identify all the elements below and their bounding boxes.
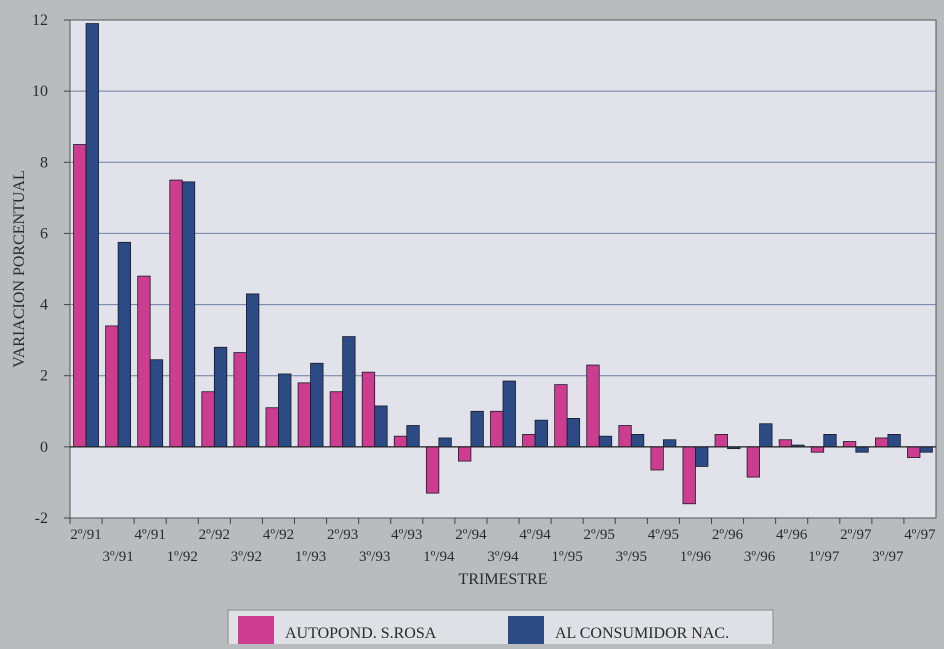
bar-autopond (201, 391, 215, 448)
y-tick-label: 2 (40, 368, 48, 385)
bar-consumidor (823, 434, 837, 448)
bar-autopond (650, 446, 664, 471)
x-tick-label: 2º/93 (327, 527, 358, 543)
x-tick-label: 2º/92 (199, 527, 230, 543)
legend-swatch-autopond (238, 616, 274, 644)
bar-consumidor (117, 241, 132, 448)
x-tick-label: 3º/97 (872, 549, 904, 565)
x-tick-label: 1º/96 (680, 549, 712, 565)
bar-autopond (778, 439, 793, 448)
bar-autopond (842, 441, 857, 448)
bar-consumidor (855, 446, 869, 453)
bar-consumidor (534, 419, 548, 448)
x-tick-label: 3º/91 (102, 549, 133, 565)
y-tick-label: 0 (40, 439, 48, 456)
x-tick-label: 3º/95 (616, 549, 647, 565)
x-tick-label: 2º/95 (584, 527, 615, 543)
y-tick-label: 6 (40, 225, 48, 242)
bar-autopond (393, 435, 408, 448)
x-tick-label: 3º/96 (744, 549, 776, 565)
x-tick-label: 1º/92 (167, 549, 198, 565)
x-tick-label: 3º/92 (231, 549, 262, 565)
x-tick-label: 1º/93 (295, 549, 326, 565)
x-tick-label: 4º/96 (776, 527, 808, 543)
x-tick-label: 4º/93 (391, 527, 422, 543)
bar-consumidor (438, 437, 452, 448)
bar-consumidor (278, 373, 292, 448)
y-axis-label: VARIACION PORCENTUAL (11, 170, 28, 368)
bar-consumidor (502, 380, 516, 448)
bar-autopond (682, 446, 696, 505)
y-tick-label: 4 (40, 297, 48, 314)
x-tick-label: 2º/91 (70, 527, 101, 543)
bar-consumidor (181, 181, 196, 448)
x-tick-label: 2º/96 (712, 527, 744, 543)
bar-autopond (714, 434, 728, 448)
bar-consumidor (470, 410, 484, 448)
bar-autopond (554, 384, 568, 448)
bar-autopond (329, 391, 344, 448)
legend-label-autopond: AUTOPOND. S.ROSA (285, 625, 437, 642)
bar-autopond (874, 437, 889, 448)
bar-autopond (105, 325, 119, 448)
x-tick-label: 2º/97 (840, 527, 872, 543)
bar-consumidor (887, 434, 901, 448)
legend-swatch-consumidor (508, 616, 544, 644)
x-tick-label: 4º/92 (263, 527, 294, 543)
bar-consumidor (695, 446, 709, 467)
legend-label-consumidor: AL CONSUMIDOR NAC. (555, 625, 729, 642)
bar-autopond (361, 371, 376, 448)
bar-autopond (265, 407, 279, 448)
x-tick-label: 4º/97 (904, 527, 936, 543)
x-tick-label: 1º/97 (808, 549, 840, 565)
bar-consumidor (406, 425, 420, 448)
bar-consumidor (630, 434, 645, 448)
legend-box (227, 609, 774, 649)
bar-consumidor (374, 405, 388, 448)
bar-consumidor (246, 293, 260, 448)
bar-autopond (746, 446, 760, 478)
bar-autopond (522, 434, 536, 448)
bar-autopond (233, 352, 247, 448)
x-tick-label: 3º/94 (487, 549, 519, 565)
bar-consumidor (342, 336, 356, 448)
bar-autopond (810, 446, 825, 453)
x-tick-label: 1º/95 (551, 549, 582, 565)
y-tick-label: 10 (32, 83, 48, 100)
y-tick-label: -2 (35, 510, 48, 527)
x-tick-label: 2º/94 (455, 527, 487, 543)
bar-consumidor (85, 23, 99, 448)
y-tick-label: 12 (32, 12, 48, 29)
legend: AUTOPOND. S.ROSA AL CONSUMIDOR NAC. (227, 609, 774, 649)
bar-autopond (297, 382, 311, 448)
x-tick-label: 3º/93 (359, 549, 390, 565)
bar-autopond (490, 410, 504, 448)
bar-autopond (425, 446, 440, 494)
bar-consumidor (310, 362, 324, 448)
x-tick-label: 4º/95 (648, 527, 679, 543)
bar-consumidor (213, 346, 228, 448)
x-tick-label: 4º/91 (135, 527, 166, 543)
bar-autopond (169, 179, 183, 448)
y-tick-label: 8 (40, 154, 48, 171)
x-tick-label: 1º/94 (423, 549, 455, 565)
bar-autopond (458, 446, 472, 462)
bar-autopond (586, 364, 600, 448)
bar-consumidor (598, 435, 613, 448)
x-axis-label: TRIMESTRE (459, 571, 548, 588)
bar-consumidor (759, 423, 773, 448)
bar-autopond (618, 425, 632, 448)
bar-consumidor (662, 439, 677, 448)
bar-consumidor (919, 446, 933, 453)
bar-consumidor (566, 417, 581, 448)
x-tick-label: 4º/94 (519, 527, 551, 543)
bar-consumidor (149, 359, 164, 448)
bar-autopond (907, 446, 921, 458)
bar-autopond (137, 275, 151, 448)
bar-autopond (73, 144, 87, 448)
